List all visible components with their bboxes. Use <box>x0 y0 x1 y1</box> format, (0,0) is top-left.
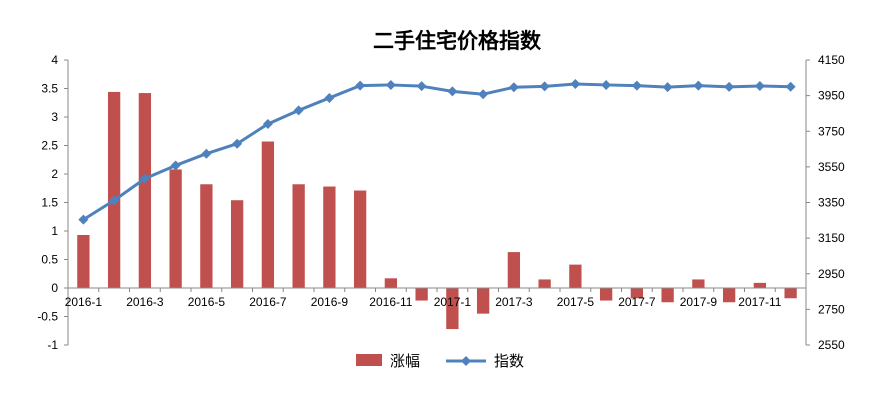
legend: 涨幅 指数 <box>356 352 524 370</box>
line-point-2016-2 <box>109 195 120 206</box>
line-point-2017-9 <box>693 80 704 91</box>
y-left-tick-label: 2.5 <box>41 139 58 153</box>
x-tick-label: 2017-1 <box>434 295 472 309</box>
line-point-2017-3 <box>508 82 519 93</box>
legend-marker-line <box>461 356 471 366</box>
y-right-tick-label: 3750 <box>818 124 845 138</box>
line-point-2016-7 <box>262 118 273 129</box>
bar-2016-5 <box>200 184 213 288</box>
line-point-2017-10 <box>724 81 735 92</box>
y-left-tick-label: 0.5 <box>41 253 58 267</box>
bar-2017-4 <box>538 279 551 288</box>
y-left-tick-label: -0.5 <box>37 310 58 324</box>
legend-label-line: 指数 <box>494 352 524 370</box>
x-tick-label: 2016-1 <box>65 295 103 309</box>
bar-2017-3 <box>507 252 521 288</box>
line-point-2016-11 <box>385 79 396 90</box>
bar-2016-2 <box>107 91 121 288</box>
y-right-tick-label: 2950 <box>818 267 845 281</box>
line-point-2016-5 <box>201 148 212 159</box>
line-point-2017-5 <box>570 79 581 90</box>
line-point-2016-10 <box>355 80 366 91</box>
line-point-2016-8 <box>293 105 304 116</box>
y-right-tick-label: 3950 <box>818 89 845 103</box>
bar-2016-7 <box>261 141 275 288</box>
bar-2017-10 <box>722 288 736 303</box>
bar-2017-5 <box>569 264 582 288</box>
line-point-2016-3 <box>139 173 150 184</box>
y-right-tick-label: 3150 <box>818 231 845 245</box>
bar-2016-11 <box>384 278 398 288</box>
line-point-2016-4 <box>170 160 181 171</box>
y-left-tick-label: 3 <box>51 110 58 124</box>
x-tick-label: 2017-11 <box>738 295 781 309</box>
y-right-tick-label: 3550 <box>818 160 845 174</box>
x-tick-label: 2016-7 <box>249 295 287 309</box>
legend-label-bar: 涨幅 <box>390 352 420 370</box>
line-point-2017-8 <box>662 82 673 93</box>
line-point-2016-1 <box>78 214 89 225</box>
x-tick-label: 2016-9 <box>311 295 349 309</box>
line-point-2017-1 <box>447 86 458 97</box>
line-point-2016-12 <box>416 81 427 92</box>
x-tick-label: 2017-7 <box>618 295 656 309</box>
line-point-2017-12 <box>785 81 796 92</box>
legend-swatch-bar <box>356 354 382 366</box>
y-left-tick-label: -1 <box>47 338 58 352</box>
bar-2016-12 <box>415 288 428 301</box>
bar-2017-9 <box>692 279 705 288</box>
bar-2016-6 <box>230 200 244 288</box>
x-tick-label: 2017-9 <box>680 295 718 309</box>
line-point-2017-11 <box>754 81 765 92</box>
line-point-2016-6 <box>232 138 243 149</box>
y-left-tick-label: 4 <box>51 53 58 67</box>
line-point-2017-6 <box>601 79 612 90</box>
bar-2017-8 <box>661 288 674 303</box>
x-tick-label: 2017-3 <box>495 295 533 309</box>
line-point-2017-2 <box>478 89 489 100</box>
bar-2017-1 <box>446 288 459 330</box>
bar-2016-4 <box>169 169 182 288</box>
bar-2017-11 <box>753 282 767 288</box>
y-left-tick-label: 1.5 <box>41 196 58 210</box>
line-point-2017-7 <box>631 80 642 91</box>
x-tick-label: 2016-5 <box>188 295 226 309</box>
y-left-tick-label: 0 <box>51 281 58 295</box>
bar-2017-6 <box>599 288 613 301</box>
y-left-tick-label: 1 <box>51 224 58 238</box>
bar-2016-8 <box>292 184 305 288</box>
plot-area: -1 -0.5 0 0.5 1 1.5 2 2.5 3 3.5 4 2550 2750 2950 3150 3… <box>37 53 845 352</box>
y-right-tick-label: 4150 <box>818 53 845 67</box>
y-right-tick-label: 2750 <box>818 302 845 316</box>
x-tick-label: 2017-5 <box>557 295 595 309</box>
bar-2016-9 <box>323 186 336 288</box>
bar-2016-1 <box>77 234 90 288</box>
line-point-2016-9 <box>324 92 335 103</box>
y-left-tick-label: 2 <box>51 167 58 181</box>
y-left-tick-label: 3.5 <box>41 82 58 96</box>
chart-title: 二手住宅价格指数 <box>373 29 542 53</box>
bar-2017-12 <box>784 288 797 299</box>
bar-2017-7 <box>630 288 644 299</box>
bar-2016-3 <box>138 93 152 288</box>
x-tick-label: 2016-11 <box>369 295 412 309</box>
x-tick-label: 2016-3 <box>126 295 164 309</box>
bar-2016-10 <box>353 190 367 288</box>
bar-2017-2 <box>476 288 490 314</box>
line-series-指数 <box>82 82 791 221</box>
y-right-tick-label: 3350 <box>818 196 845 210</box>
line-point-2017-4 <box>539 81 550 92</box>
y-right-tick-label: 2550 <box>818 338 845 352</box>
